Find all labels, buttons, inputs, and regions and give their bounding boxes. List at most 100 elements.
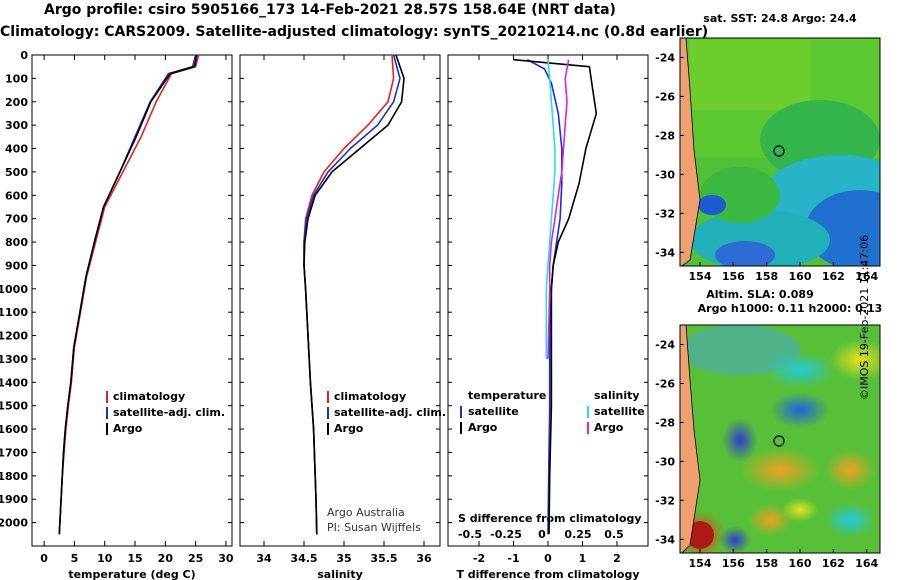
map-y-tick-label: -28 bbox=[655, 129, 675, 142]
series-line-argo bbox=[58, 54, 198, 535]
legend-label-s-argo: Argo bbox=[594, 421, 624, 434]
depth-tick-label: 1400 bbox=[0, 376, 28, 389]
credit-line-1: Argo Australia bbox=[327, 506, 405, 519]
legend-heading-salinity: salinity bbox=[594, 389, 640, 402]
depth-tick-label: 1500 bbox=[0, 400, 28, 413]
map-y-tick-label: -32 bbox=[655, 494, 675, 507]
s-diff-tick-label: 0.25 bbox=[564, 528, 591, 541]
x-tick-label: 0 bbox=[40, 552, 48, 565]
depth-tick-label: 2000 bbox=[0, 517, 28, 530]
legend-label-t-satellite: satellite bbox=[468, 405, 519, 418]
depth-tick-label: 1900 bbox=[0, 493, 28, 506]
depth-tick-label: 400 bbox=[5, 143, 28, 156]
map-x-tick-label: 160 bbox=[789, 270, 812, 283]
map-x-tick-label: 158 bbox=[755, 557, 778, 570]
x-tick-label: 30 bbox=[218, 552, 234, 565]
legend-temperature-panel: climatology satellite-adj. clim. Argo bbox=[106, 390, 225, 435]
depth-tick-label: 700 bbox=[5, 213, 28, 226]
sla-map-frame bbox=[679, 324, 881, 554]
depth-tick-label: 900 bbox=[5, 259, 28, 272]
title-line-1: Argo profile: csiro 5905166_173 14-Feb-2… bbox=[44, 2, 616, 18]
sla-float-marker bbox=[773, 435, 785, 447]
map-y-tick-label: -34 bbox=[655, 246, 675, 259]
series-line-argo bbox=[303, 54, 405, 535]
s-diff-tick-label: 0 bbox=[538, 528, 546, 541]
depth-tick-label: 300 bbox=[5, 119, 28, 132]
map-x-tick-label: 156 bbox=[722, 270, 745, 283]
map-y-tick-label: -34 bbox=[655, 533, 675, 546]
title-line-2: Climatology: CARS2009. Satellite-adjuste… bbox=[0, 24, 709, 40]
credit-line-2: PI: Susan Wijffels bbox=[327, 521, 421, 534]
legend-label-climatology: climatology bbox=[334, 390, 406, 403]
depth-tick-label: 1800 bbox=[0, 470, 28, 483]
map-y-tick-label: -28 bbox=[655, 416, 675, 429]
map-x-tick-label: 154 bbox=[689, 270, 712, 283]
depth-tick-label: 500 bbox=[5, 166, 28, 179]
map-y-tick-label: -24 bbox=[655, 338, 675, 351]
legend-label-t-argo: Argo bbox=[468, 421, 498, 434]
x-tick-label: 2 bbox=[613, 552, 621, 565]
x-tick-label: 10 bbox=[97, 552, 113, 565]
depth-tick-label: 800 bbox=[5, 236, 28, 249]
legend-salinity-panel: climatology satellite-adj. clim. Argo bbox=[327, 390, 446, 435]
legend-label-argo: Argo bbox=[113, 422, 143, 435]
depth-tick-label: 1100 bbox=[0, 306, 28, 319]
sla-map-title-2: Argo h1000: 0.11 h2000: 0.13 bbox=[698, 302, 883, 315]
difference-top-xlabel: S difference from climatology bbox=[458, 512, 642, 525]
x-tick-label: 35.5 bbox=[370, 552, 397, 565]
legend-label-s-satellite: satellite bbox=[594, 405, 645, 418]
map-x-tick-label: 162 bbox=[822, 270, 845, 283]
map-x-tick-label: 154 bbox=[689, 557, 712, 570]
map-x-tick-label: 164 bbox=[855, 557, 878, 570]
sst-map-frame bbox=[679, 37, 881, 267]
depth-tick-label: 0 bbox=[20, 49, 28, 62]
s-diff-tick-label: -0.5 bbox=[458, 528, 482, 541]
imos-timestamp: ©IMOS 19-Feb-2021 11:47:06 bbox=[858, 234, 871, 400]
series-line-t-satellite bbox=[526, 58, 563, 535]
map-y-tick-label: -24 bbox=[655, 51, 675, 64]
sst-float-marker bbox=[773, 145, 785, 157]
sla-map bbox=[680, 325, 880, 553]
x-tick-label: 15 bbox=[127, 552, 142, 565]
legend-label-satellite: satellite-adj. clim. bbox=[334, 406, 446, 419]
map-y-tick-label: -26 bbox=[655, 377, 675, 390]
map-x-tick-label: 156 bbox=[722, 557, 745, 570]
depth-tick-label: 1700 bbox=[0, 446, 28, 459]
x-tick-label: -2 bbox=[473, 552, 485, 565]
x-tick-label: 36 bbox=[416, 552, 432, 565]
panel-frame-temperature bbox=[31, 54, 233, 547]
x-tick-label: 34.5 bbox=[290, 552, 317, 565]
x-axis-label-difference: T difference from climatology bbox=[456, 568, 639, 580]
map-x-tick-label: 158 bbox=[755, 270, 778, 283]
series-line-t-argo bbox=[513, 58, 598, 535]
map-x-tick-label: 162 bbox=[822, 557, 845, 570]
x-axis-label-temperature: temperature (deg C) bbox=[68, 568, 195, 580]
legend-label-climatology: climatology bbox=[113, 390, 185, 403]
sla-map-title-1: Altim. SLA: 0.089 bbox=[706, 288, 813, 301]
map-x-tick-label: 160 bbox=[789, 557, 812, 570]
depth-tick-label: 200 bbox=[5, 96, 28, 109]
x-axis-label-salinity: salinity bbox=[317, 568, 363, 580]
map-y-tick-label: -32 bbox=[655, 207, 675, 220]
map-y-tick-label: -26 bbox=[655, 90, 675, 103]
depth-tick-label: 1000 bbox=[0, 283, 28, 296]
x-tick-label: -1 bbox=[507, 552, 519, 565]
legend-label-satellite: satellite-adj. clim. bbox=[113, 406, 225, 419]
depth-tick-label: 1300 bbox=[0, 353, 28, 366]
x-tick-label: 25 bbox=[188, 552, 203, 565]
x-tick-label: 0 bbox=[544, 552, 552, 565]
x-tick-label: 1 bbox=[579, 552, 587, 565]
sst-map-title: sat. SST: 24.8 Argo: 24.4 bbox=[703, 12, 857, 25]
series-line-s-satellite bbox=[545, 59, 556, 359]
map-y-tick-label: -30 bbox=[655, 455, 675, 468]
legend-difference-panel: temperature satellite Argo salinity sate… bbox=[460, 389, 645, 434]
legend-label-argo: Argo bbox=[334, 422, 364, 435]
legend-heading-temperature: temperature bbox=[468, 389, 546, 402]
panel-frame-salinity bbox=[239, 54, 441, 547]
depth-tick-label: 600 bbox=[5, 189, 28, 202]
depth-tick-label: 100 bbox=[5, 72, 28, 85]
x-tick-label: 20 bbox=[158, 552, 174, 565]
sst-map bbox=[680, 38, 880, 266]
s-diff-tick-label: 0.5 bbox=[604, 528, 624, 541]
